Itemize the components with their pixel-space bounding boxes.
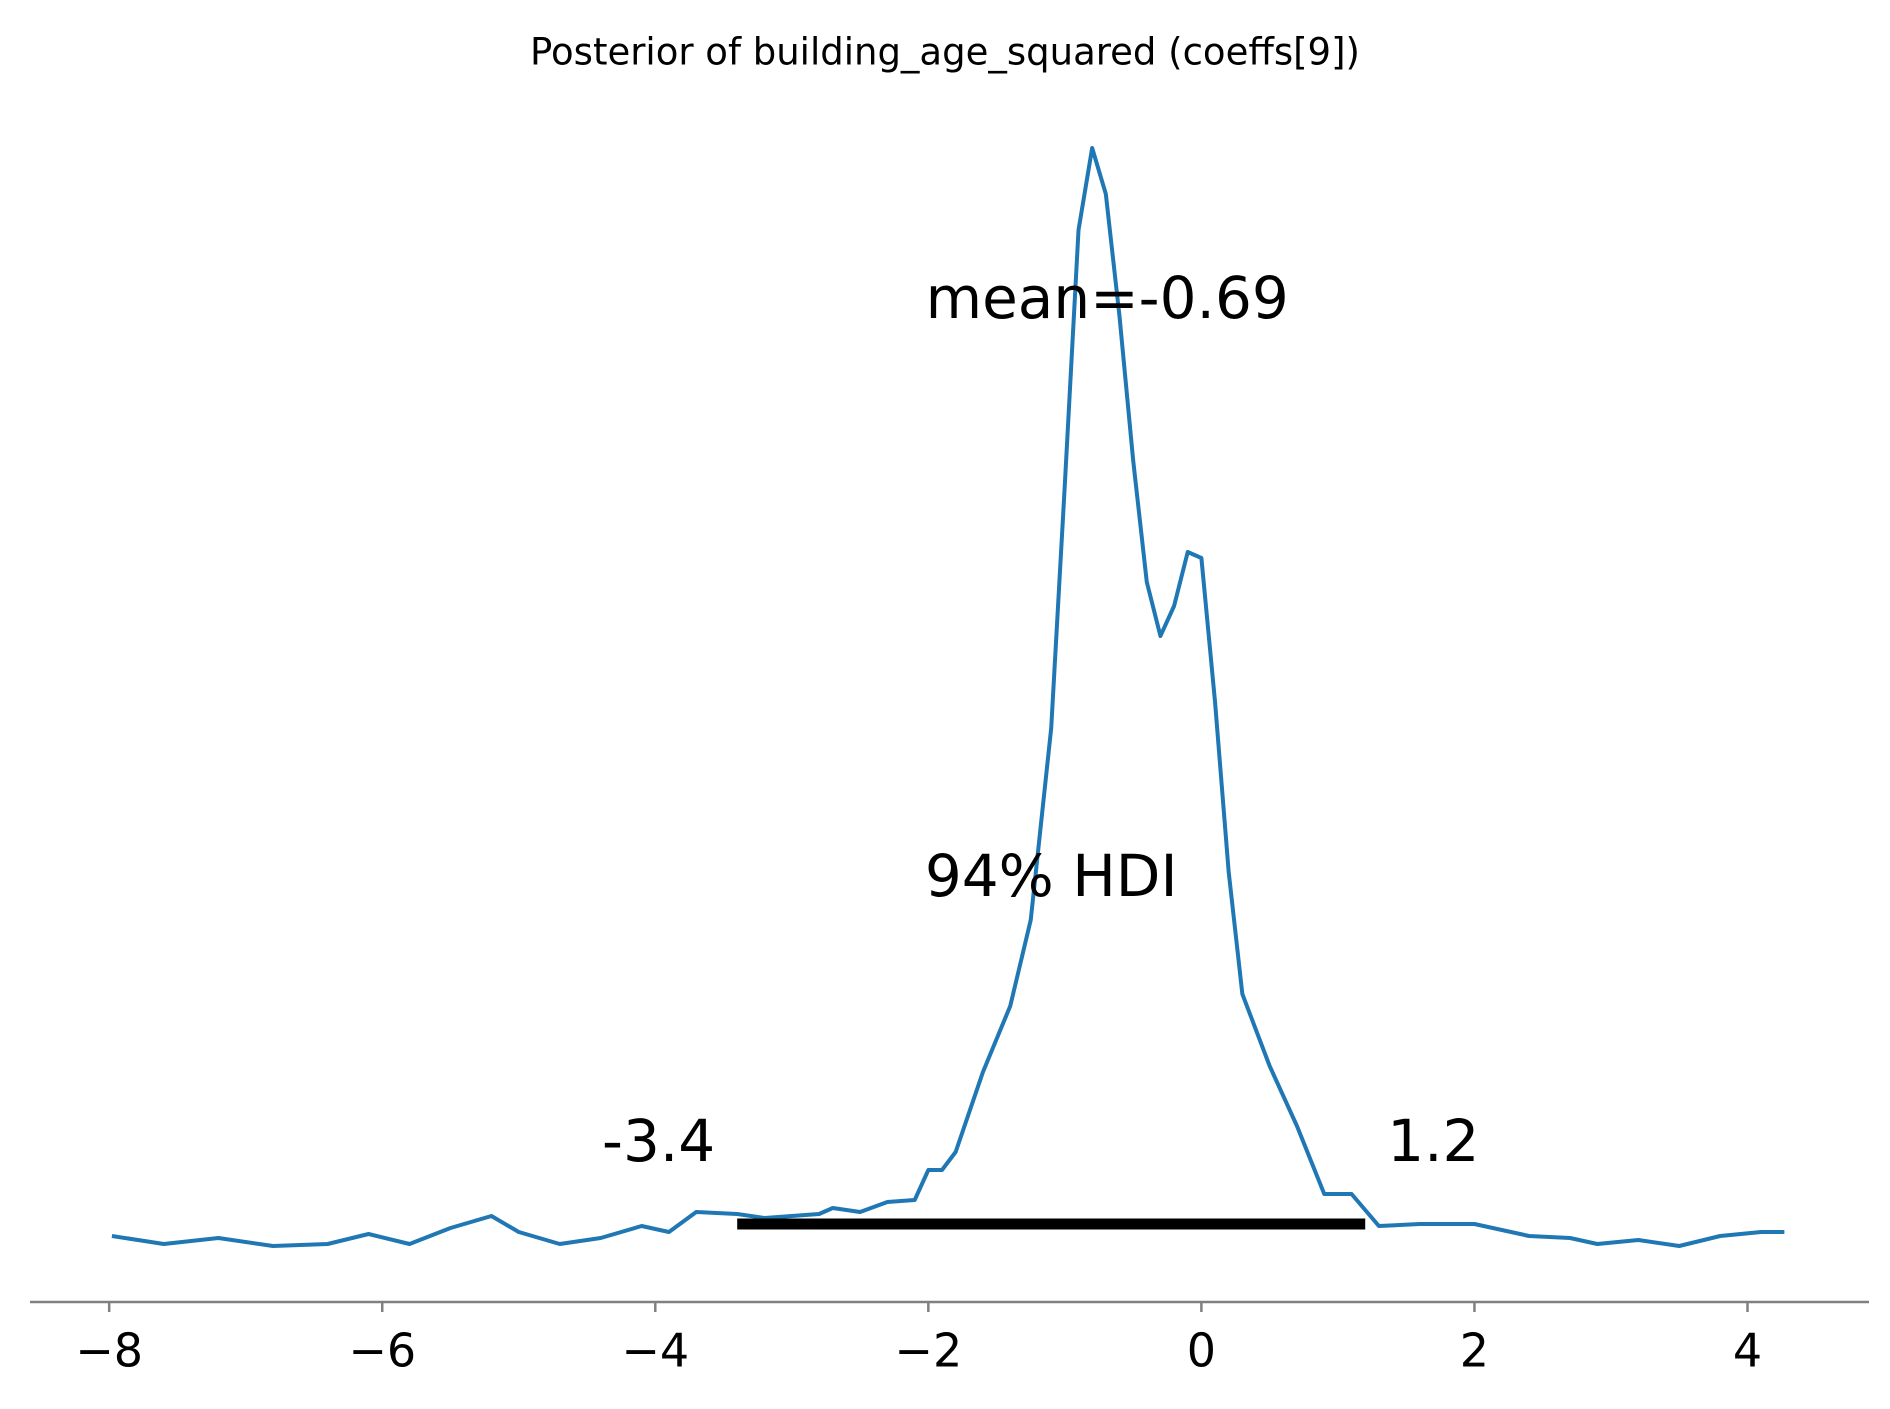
chart-title: Posterior of building_age_squared (coeff… <box>530 31 1360 74</box>
x-tick-label: −4 <box>621 1324 689 1378</box>
x-tick-label: 4 <box>1733 1324 1762 1378</box>
x-tick-label: 0 <box>1187 1324 1216 1378</box>
hdi-low-label: -3.4 <box>602 1107 715 1175</box>
x-tick-label: 2 <box>1460 1324 1489 1378</box>
hdi-high-label: 1.2 <box>1387 1107 1479 1175</box>
density-line <box>111 146 1785 1248</box>
x-tick-label: −2 <box>894 1324 962 1378</box>
hdi-label: 94% HDI <box>925 842 1178 910</box>
x-tick-label: −8 <box>75 1324 143 1378</box>
mean-label: mean=-0.69 <box>926 264 1289 332</box>
x-tick-label: −6 <box>348 1324 416 1378</box>
